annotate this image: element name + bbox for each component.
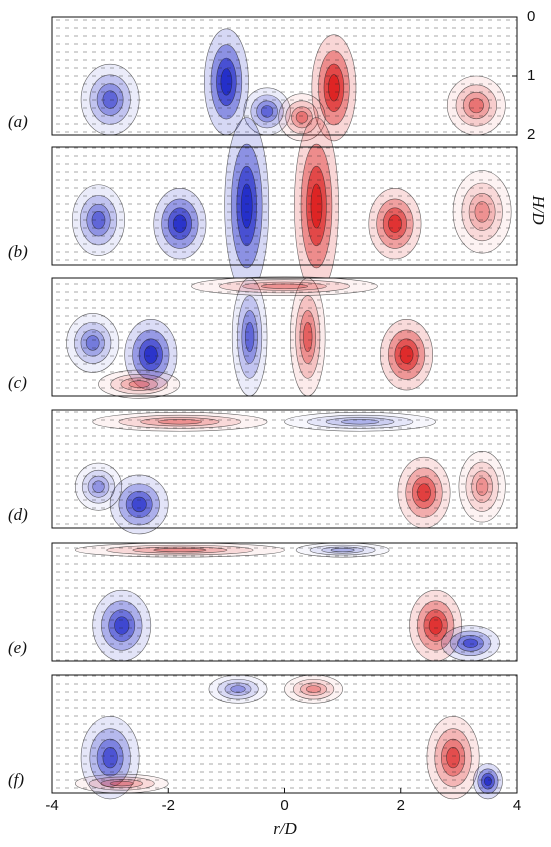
x-axis-label: r/D — [273, 819, 297, 838]
x-tick-label: -2 — [162, 797, 175, 814]
panel-border — [51, 277, 518, 397]
panel-label: (e) — [8, 638, 27, 657]
panel-label: (c) — [8, 373, 27, 392]
panel — [51, 117, 518, 295]
vector-field — [52, 17, 517, 135]
vector-field — [52, 147, 517, 265]
x-tick-label: 4 — [513, 797, 521, 814]
panel-border — [51, 409, 518, 529]
y-axis-label: H/D — [529, 194, 548, 225]
panel-label: (a) — [8, 112, 28, 131]
y-tick-label: 2 — [527, 126, 535, 143]
vector-field — [52, 410, 517, 528]
x-tick-label: 2 — [397, 797, 405, 814]
panel-label: (d) — [8, 505, 28, 524]
panel — [51, 409, 518, 535]
vector-field — [52, 675, 517, 793]
x-tick-label: 0 — [280, 797, 288, 814]
vector-field — [52, 543, 517, 661]
x-tick-label: -4 — [45, 797, 58, 814]
y-tick-label: 0 — [527, 8, 535, 25]
panel-label: (b) — [8, 242, 28, 261]
vector-field — [52, 278, 517, 396]
panel — [51, 16, 518, 142]
panel — [51, 276, 518, 399]
panel — [51, 674, 518, 800]
panel — [51, 542, 518, 662]
panel-border — [51, 542, 518, 662]
panel-label: (f) — [8, 770, 24, 789]
y-tick-label: 1 — [527, 67, 535, 84]
panel-border — [51, 146, 518, 266]
